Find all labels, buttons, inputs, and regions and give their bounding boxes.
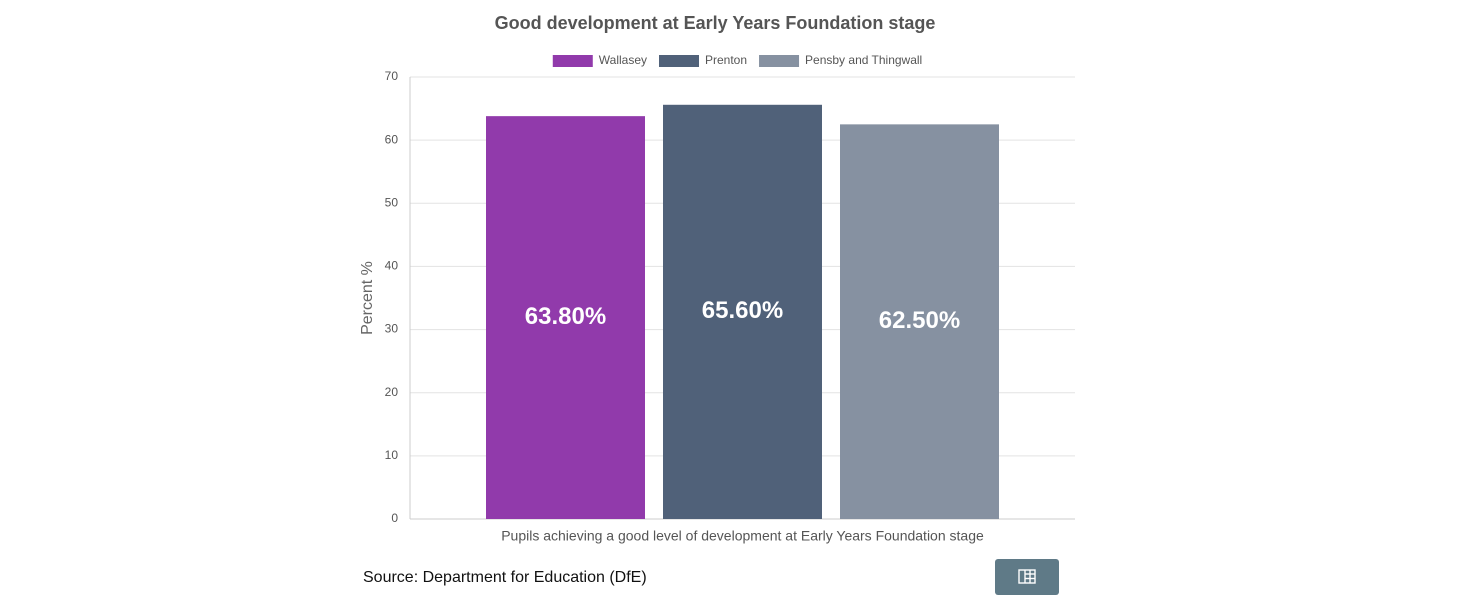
y-tick-label: 20 bbox=[385, 385, 399, 399]
legend-swatch bbox=[552, 55, 593, 67]
value-label: 65.60% bbox=[702, 297, 783, 324]
x-tick-label: Pupils achieving a good level of develop… bbox=[501, 528, 984, 544]
legend-label: Prenton bbox=[705, 53, 747, 67]
excel-icon[interactable] bbox=[1018, 569, 1036, 584]
legend-label: Wallasey bbox=[599, 53, 647, 67]
value-label: 62.50% bbox=[879, 307, 960, 334]
y-tick-label: 0 bbox=[391, 511, 398, 525]
y-tick-label: 40 bbox=[385, 259, 399, 273]
y-tick-label: 60 bbox=[385, 132, 399, 146]
y-tick-label: 70 bbox=[385, 69, 399, 83]
legend-swatch bbox=[659, 55, 700, 67]
chart-title: Good development at Early Years Foundati… bbox=[495, 13, 936, 33]
bar bbox=[486, 116, 645, 520]
legend-label: Pensby and Thingwall bbox=[805, 53, 922, 67]
export-button[interactable] bbox=[995, 559, 1059, 595]
button-background[interactable] bbox=[995, 559, 1059, 595]
value-label: 63.80% bbox=[525, 303, 606, 330]
y-tick-label: 10 bbox=[385, 448, 399, 462]
bar bbox=[840, 124, 999, 519]
source-note: Source: Department for Education (DfE) bbox=[363, 569, 647, 586]
y-tick-label: 30 bbox=[385, 322, 399, 336]
y-axis-label: Percent % bbox=[359, 261, 376, 335]
y-tick-label: 50 bbox=[385, 195, 399, 209]
bar bbox=[663, 104, 822, 519]
legend-swatch bbox=[759, 55, 800, 67]
